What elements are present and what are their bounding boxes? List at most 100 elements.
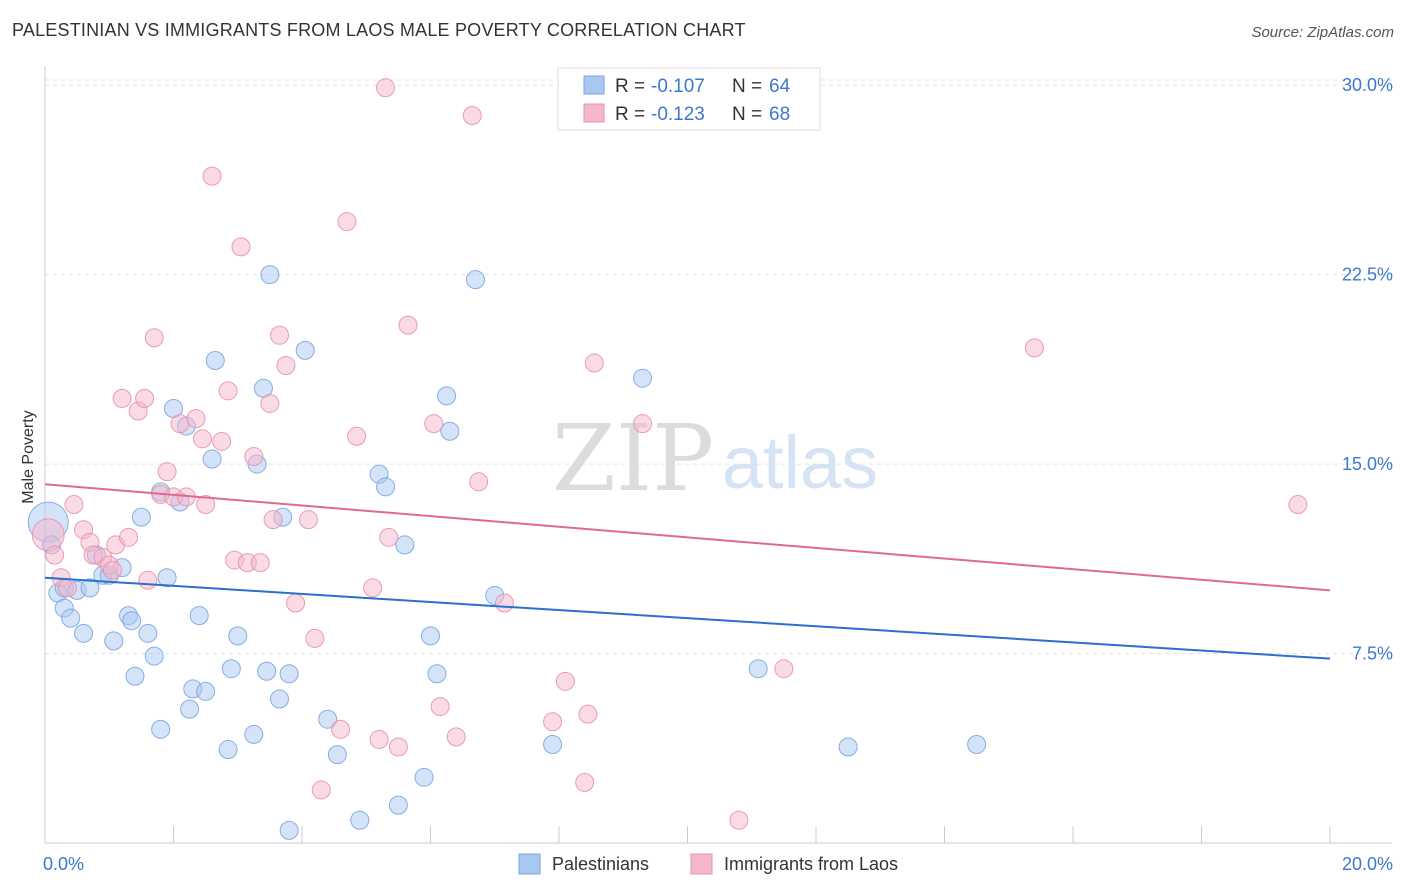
data-point bbox=[244, 447, 264, 466]
data-point bbox=[135, 388, 155, 408]
stats-n-label: N = bbox=[732, 76, 762, 97]
data-point bbox=[395, 535, 415, 555]
data-point bbox=[298, 510, 318, 530]
x-tick-label: 0.0% bbox=[43, 854, 84, 874]
data-point bbox=[244, 724, 264, 744]
source-label: Source: ZipAtlas.com bbox=[1251, 24, 1394, 41]
data-point bbox=[376, 78, 396, 98]
data-point bbox=[263, 510, 283, 530]
legend-label-laos: Immigrants from Laos bbox=[724, 854, 898, 874]
data-point bbox=[144, 328, 164, 348]
data-point bbox=[228, 626, 248, 646]
stats-n-value: 64 bbox=[769, 76, 791, 97]
data-point bbox=[125, 666, 145, 686]
y-tick-label: 15.0% bbox=[1342, 454, 1393, 474]
data-point bbox=[379, 527, 399, 547]
data-point bbox=[189, 606, 209, 626]
data-point bbox=[260, 393, 280, 413]
data-point bbox=[192, 429, 212, 449]
y-tick-label: 22.5% bbox=[1342, 265, 1393, 285]
data-point bbox=[388, 795, 408, 815]
data-point bbox=[347, 426, 367, 446]
data-point bbox=[138, 623, 158, 643]
data-point bbox=[218, 381, 238, 401]
data-point bbox=[180, 699, 200, 719]
stats-n-label: N = bbox=[732, 104, 762, 125]
trend-lines bbox=[44, 483, 1331, 660]
series-laos bbox=[31, 78, 1308, 830]
stats-swatch-pink bbox=[583, 103, 605, 123]
data-point bbox=[186, 409, 206, 429]
data-point bbox=[45, 545, 65, 565]
tick-labels: 7.5% 15.0% 22.5% 30.0% 0.0% 20.0% bbox=[43, 75, 1393, 874]
data-point bbox=[337, 212, 357, 232]
watermark-atlas: atlas bbox=[722, 421, 878, 504]
legend-label-palestinians: Palestinians bbox=[552, 854, 649, 874]
data-point bbox=[398, 315, 418, 335]
data-point bbox=[276, 356, 296, 376]
data-point bbox=[543, 712, 563, 732]
data-point bbox=[584, 353, 604, 373]
data-point bbox=[633, 368, 653, 388]
data-point bbox=[575, 772, 595, 792]
legend-item-laos[interactable]: Immigrants from Laos bbox=[690, 853, 898, 875]
x-tick-label: 20.0% bbox=[1342, 854, 1393, 874]
data-point bbox=[250, 553, 270, 573]
data-point bbox=[104, 631, 124, 651]
stats-r-value: -0.123 bbox=[651, 104, 705, 125]
data-point bbox=[838, 737, 858, 757]
y-tick-label: 7.5% bbox=[1352, 644, 1393, 664]
data-point bbox=[1288, 494, 1308, 514]
data-point bbox=[363, 578, 383, 598]
data-point bbox=[424, 414, 444, 434]
data-point bbox=[57, 578, 77, 598]
data-point bbox=[221, 659, 241, 679]
data-point bbox=[170, 414, 190, 434]
data-point bbox=[61, 608, 81, 628]
data-point bbox=[196, 681, 216, 701]
data-point bbox=[555, 671, 575, 691]
data-point bbox=[469, 472, 489, 492]
axes bbox=[44, 66, 1392, 844]
data-point bbox=[729, 810, 749, 830]
data-point bbox=[633, 414, 653, 434]
data-point bbox=[196, 494, 216, 514]
data-point bbox=[350, 810, 370, 830]
data-point bbox=[311, 780, 331, 800]
y-tick-label: 30.0% bbox=[1342, 75, 1393, 95]
data-point bbox=[144, 646, 164, 666]
data-point bbox=[64, 494, 84, 514]
chart-title: PALESTINIAN VS IMMIGRANTS FROM LAOS MALE… bbox=[12, 20, 746, 40]
data-point bbox=[774, 659, 794, 679]
stats-swatch-blue bbox=[583, 75, 605, 95]
data-point bbox=[446, 727, 466, 747]
data-point bbox=[578, 704, 598, 724]
y-axis-label: Male Poverty bbox=[20, 410, 37, 503]
data-point bbox=[286, 593, 306, 613]
legend-item-palestinians[interactable]: Palestinians bbox=[518, 853, 649, 875]
stats-box: R = -0.107 N = 64 R = -0.123 N = 68 bbox=[557, 67, 821, 131]
data-point bbox=[967, 734, 987, 754]
stats-r-value: -0.107 bbox=[651, 76, 705, 97]
data-point bbox=[74, 623, 94, 643]
stats-r-label: R = bbox=[615, 104, 645, 125]
data-point bbox=[157, 462, 177, 482]
stats-n-value: 68 bbox=[769, 104, 790, 125]
data-point bbox=[440, 421, 460, 441]
data-point bbox=[31, 518, 65, 552]
data-point bbox=[430, 697, 450, 717]
trend-line bbox=[44, 483, 1331, 592]
data-point bbox=[122, 611, 142, 631]
data-point bbox=[218, 740, 238, 760]
data-point bbox=[427, 664, 447, 684]
data-point bbox=[421, 626, 440, 646]
legend-swatch-blue bbox=[518, 853, 541, 875]
data-point bbox=[295, 340, 315, 360]
data-point bbox=[318, 709, 338, 729]
data-point bbox=[270, 325, 290, 345]
data-point bbox=[231, 237, 251, 257]
data-point bbox=[376, 477, 396, 497]
data-point bbox=[279, 820, 299, 840]
watermark: ZIP atlas bbox=[552, 405, 878, 512]
